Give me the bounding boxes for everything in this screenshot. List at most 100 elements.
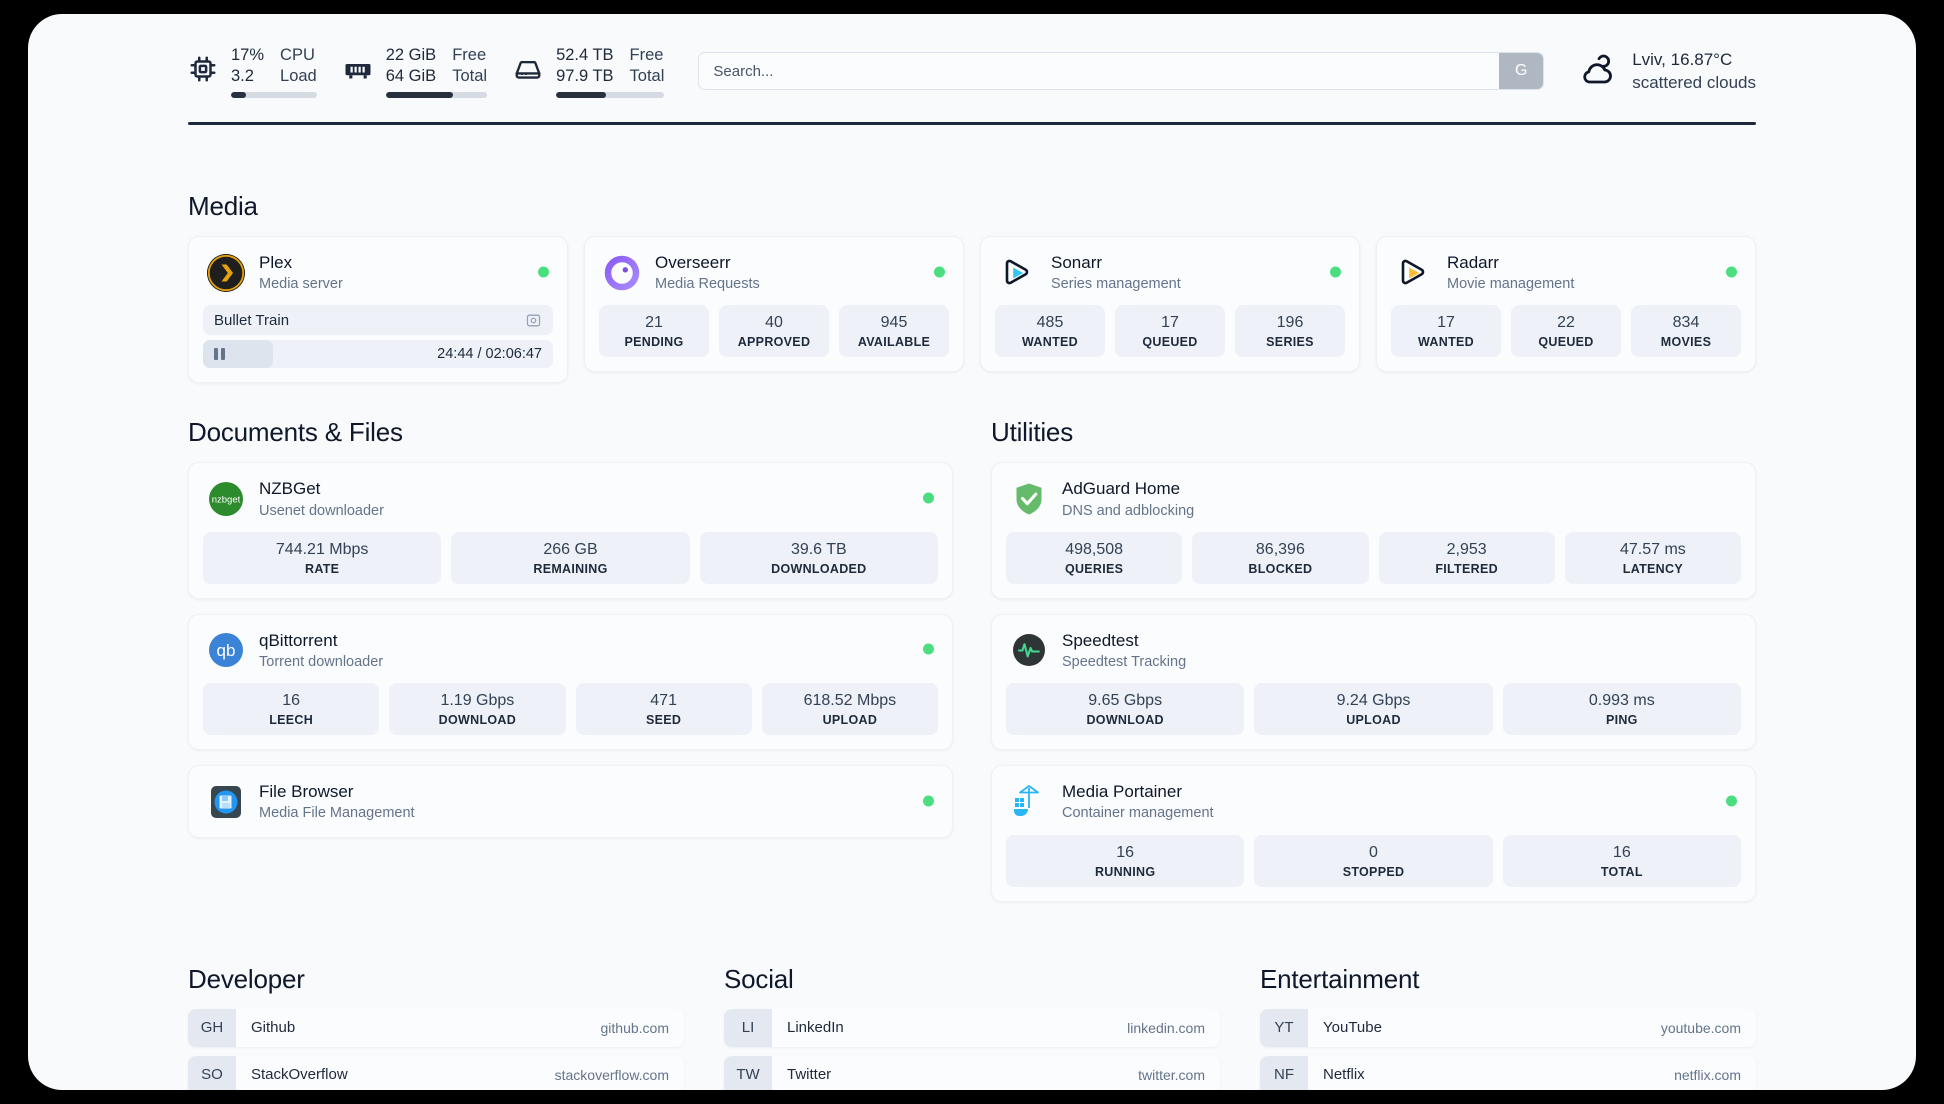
stat-label: SERIES <box>1266 335 1314 350</box>
stat-value: 196 <box>1276 314 1304 332</box>
stat-value: 0 <box>1369 843 1378 861</box>
bookmark-item[interactable]: LI LinkedIn linkedin.com <box>724 1008 1220 1047</box>
search-engine-button[interactable]: G <box>1499 53 1544 89</box>
now-playing-title-bar[interactable]: Bullet Train <box>203 305 553 336</box>
service-subtitle: Media File Management <box>259 805 415 822</box>
service-stats-row: 17 WANTED 22 QUEUED 834 MOVIES <box>1391 305 1741 358</box>
cpu-label-load: Load <box>280 66 317 85</box>
bookmark-abbr: SO <box>188 1055 236 1090</box>
stat-tile: 39.6 TB DOWNLOADED <box>699 531 938 584</box>
stat-tile: 9.24 Gbps UPLOAD <box>1254 683 1493 736</box>
service-card-radarr[interactable]: Radarr Movie management 17 WANTED 22 QUE… <box>1376 236 1756 373</box>
stat-tile: 17 QUEUED <box>1115 305 1225 358</box>
section-utilities: Utilities AdGuard Home <box>991 417 1756 902</box>
service-name: Sonarr <box>1051 253 1103 272</box>
service-card-speedtest[interactable]: Speedtest Speedtest Tracking 9.65 Gbps D… <box>991 613 1756 751</box>
system-stat-memory: 22 GiB 64 GiB Free Total <box>343 45 488 98</box>
stat-label: WANTED <box>1022 335 1078 350</box>
plex-icon <box>207 253 245 292</box>
service-card-qbittorrent[interactable]: qb qBittorrent Torrent downloader <box>188 613 953 751</box>
search-input[interactable] <box>699 62 1500 80</box>
stat-tile: 16 RUNNING <box>1006 834 1245 887</box>
service-subtitle: Container management <box>1062 805 1214 822</box>
bookmark-name: StackOverflow <box>251 1066 348 1083</box>
memory-usage-fill <box>385 91 453 98</box>
status-badge-online <box>934 266 945 278</box>
bookmarks-section: Developer GH Github github.com SO StackO… <box>188 963 1756 1090</box>
stat-tile: 40 APPROVED <box>719 305 829 358</box>
pause-icon[interactable] <box>214 348 225 361</box>
service-name: Radarr <box>1447 253 1499 272</box>
service-subtitle: Speedtest Tracking <box>1062 654 1187 670</box>
stat-tile: 196 SERIES <box>1235 305 1345 358</box>
system-stats-group: 17% 3.2 CPU Load <box>188 45 665 98</box>
section-title-developer: Developer <box>188 963 305 994</box>
service-subtitle: Series management <box>1051 276 1181 293</box>
stat-label: FILTERED <box>1435 561 1498 576</box>
stat-label: SEED <box>646 713 682 728</box>
stat-label: DOWNLOAD <box>438 713 517 728</box>
service-card-overseerr[interactable]: Overseerr Media Requests 21 PENDING 40 A… <box>584 236 964 373</box>
bookmark-item[interactable]: TW Twitter twitter.com <box>724 1055 1220 1090</box>
service-name: File Browser <box>259 782 354 802</box>
disk-label-free: Free <box>629 45 664 64</box>
status-badge-online <box>538 266 549 278</box>
service-card-plex[interactable]: Plex Media server Bullet Train <box>188 236 568 384</box>
file-browser-icon <box>207 783 245 821</box>
disk-label-total: Total <box>629 66 665 85</box>
cast-icon[interactable] <box>525 312 542 329</box>
status-badge-online <box>1726 266 1737 278</box>
stat-value: 16 <box>1612 843 1631 861</box>
status-badge-online <box>1330 266 1341 278</box>
stat-label: STOPPED <box>1342 864 1405 879</box>
stat-label: BLOCKED <box>1248 561 1313 576</box>
stat-label: UPLOAD <box>822 713 878 728</box>
service-stats-row: 16 RUNNING 0 STOPPED 16 TOTAL <box>1006 834 1741 887</box>
stat-tile: 744.21 Mbps RATE <box>203 531 442 584</box>
bookmark-item[interactable]: YT YouTube youtube.com <box>1260 1008 1756 1047</box>
service-card-nzbget[interactable]: nzbget NZBGet Usenet downloader 74 <box>188 462 953 599</box>
cloud-icon <box>1578 51 1618 91</box>
stat-value: 21 <box>645 314 663 332</box>
system-stat-disk: 52.4 TB 97.9 TB Free Total <box>513 45 665 98</box>
stat-label: LATENCY <box>1622 561 1683 576</box>
stat-label: PING <box>1605 713 1638 728</box>
stat-value: 834 <box>1672 314 1700 332</box>
stat-label: MOVIES <box>1660 335 1712 350</box>
bookmark-item[interactable]: SO StackOverflow stackoverflow.com <box>188 1055 684 1090</box>
stat-value: 16 <box>1116 843 1135 861</box>
stat-value: 22 <box>1557 314 1575 332</box>
section-title-entertainment: Entertainment <box>1260 963 1420 994</box>
stat-tile: 16 TOTAL <box>1502 834 1741 887</box>
memory-label-free: Free <box>452 45 487 64</box>
stat-tile: 9.65 Gbps DOWNLOAD <box>1006 683 1245 736</box>
cpu-label: CPU <box>280 45 315 64</box>
now-playing-title: Bullet Train <box>214 311 290 329</box>
service-card-sonarr[interactable]: Sonarr Series management 485 WANTED 17 Q… <box>980 236 1360 373</box>
now-playing-progress-bar[interactable]: 24:44 / 02:06:47 <box>203 340 553 369</box>
mid-sections: Documents & Files nzbget <box>188 417 1756 902</box>
stat-tile: 945 AVAILABLE <box>839 305 949 358</box>
bookmark-item[interactable]: GH Github github.com <box>188 1008 684 1047</box>
service-name: NZBGet <box>259 479 321 499</box>
service-card-adguard-home[interactable]: AdGuard Home DNS and adblocking 498,508 … <box>991 462 1756 599</box>
bookmark-item[interactable]: NF Netflix netflix.com <box>1260 1055 1756 1090</box>
stat-value: 47.57 ms <box>1619 540 1686 558</box>
memory-usage-bar <box>385 91 488 98</box>
service-card-media-portainer[interactable]: Media Portainer Container management 16 … <box>991 765 1756 902</box>
service-stats-row: 9.65 Gbps DOWNLOAD 9.24 Gbps UPLOAD 0.99… <box>1006 683 1741 736</box>
bookmark-url: netflix.com <box>1674 1066 1741 1083</box>
service-card-file-browser[interactable]: File Browser Media File Management <box>188 765 953 838</box>
stat-label: APPROVED <box>737 335 811 350</box>
search-box[interactable]: G <box>698 52 1545 90</box>
stat-tile: 16 LEECH <box>203 683 380 736</box>
bookmark-url: linkedin.com <box>1127 1019 1205 1036</box>
stat-tile: 22 QUEUED <box>1511 305 1621 358</box>
stat-tile: 618.52 Mbps UPLOAD <box>761 683 938 736</box>
media-card-grid: Plex Media server Bullet Train <box>188 236 1756 384</box>
sonarr-icon <box>999 254 1037 292</box>
radarr-icon <box>1395 254 1433 292</box>
cpu-value-load: 3.2 <box>231 66 254 85</box>
stat-value: 17 <box>1161 314 1179 332</box>
stat-tile: 2,953 FILTERED <box>1378 531 1555 584</box>
